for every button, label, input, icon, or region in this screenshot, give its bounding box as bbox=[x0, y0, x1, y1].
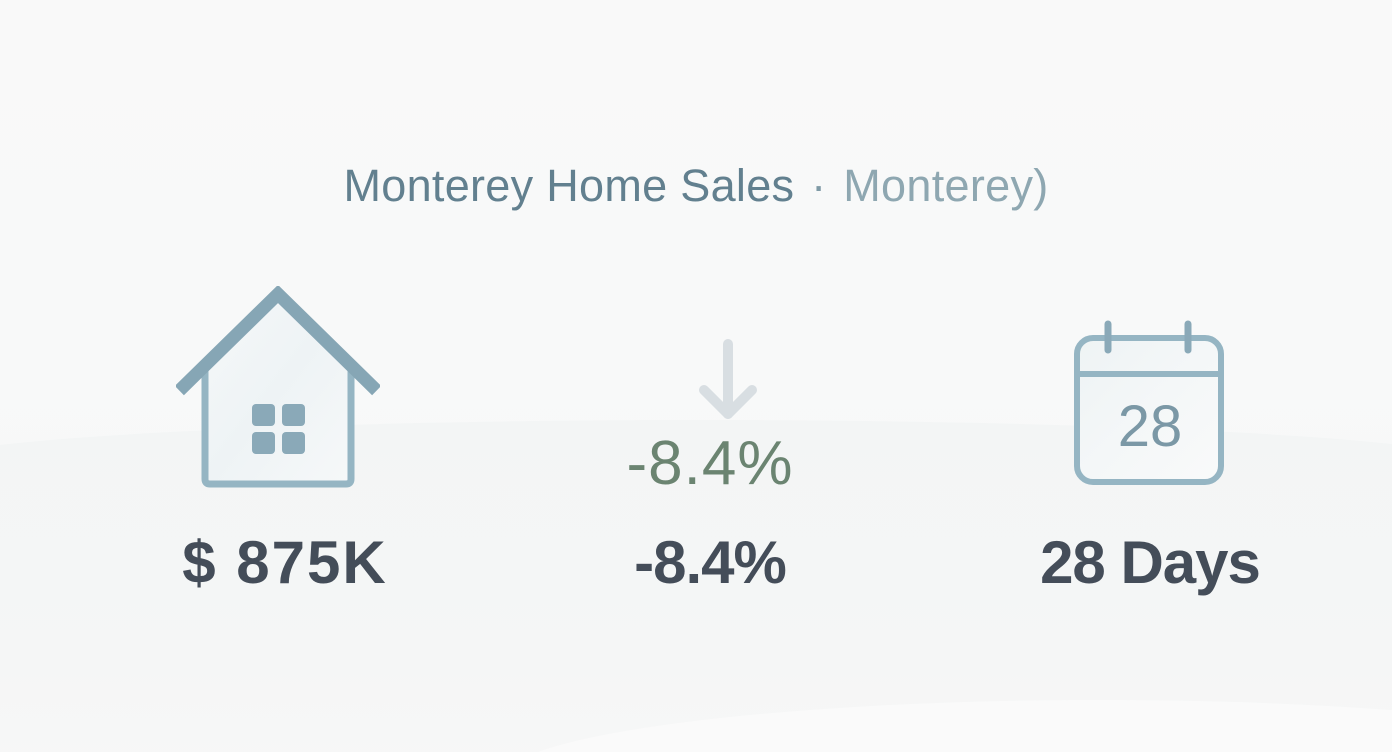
price-change-value: -8.4% bbox=[634, 529, 787, 596]
calendar-icon: 28 bbox=[1070, 318, 1228, 488]
days-on-market-value: 28 Days bbox=[1040, 529, 1261, 596]
title-separator: · bbox=[811, 160, 827, 211]
house-icon bbox=[174, 284, 382, 490]
page-title: Monterey Home Sales · Monterey) bbox=[0, 160, 1392, 212]
title-subtitle: Monterey) bbox=[843, 160, 1049, 211]
title-main: Monterey Home Sales bbox=[343, 160, 795, 211]
change-percent-highlight: -8.4% bbox=[626, 429, 794, 498]
arrow-down-icon bbox=[696, 338, 760, 424]
calendar-day-number: 28 bbox=[1118, 394, 1183, 459]
median-price-value: $ 875K bbox=[182, 529, 388, 596]
